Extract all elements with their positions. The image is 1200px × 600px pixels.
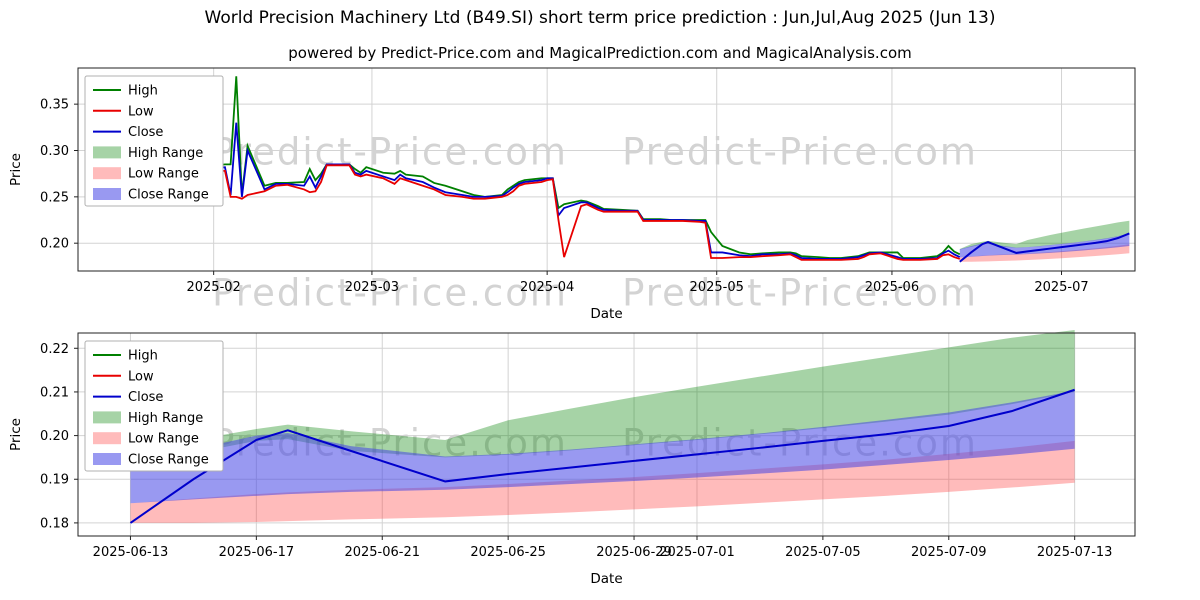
y-axis-label: Price: [8, 418, 24, 451]
y-tick-label: 0.35: [40, 98, 69, 113]
x-tick-label: 2025-06-25: [470, 545, 546, 560]
series-line-close: [202, 122, 961, 260]
x-tick-label: 2025-06-21: [344, 545, 420, 560]
watermark-text: Predict-Price.com: [212, 271, 568, 315]
watermark-text: Predict-Price.com: [622, 271, 978, 315]
x-tick-label: 2025-07-01: [659, 545, 735, 560]
y-tick-label: 0.19: [40, 473, 69, 488]
legend-label-low: Low: [128, 104, 154, 119]
legend-label-high: High: [128, 84, 158, 99]
y-tick-label: 0.20: [40, 429, 69, 444]
legend-label-close: Close: [128, 390, 163, 405]
x-tick-label: 2025-06-17: [219, 545, 295, 560]
y-tick-label: 0.22: [40, 342, 69, 357]
legend-box: [84, 340, 224, 472]
series-line-close-forecast: [959, 232, 1130, 263]
band-close-range: [959, 233, 1130, 258]
x-tick-label: 2025-04: [520, 280, 574, 295]
x-tick-label: 2025-06-13: [93, 545, 169, 560]
legend-label-close-range: Close Range: [128, 453, 209, 468]
x-tick-label: 2025-07-09: [911, 545, 987, 560]
y-tick-label: 0.30: [40, 144, 69, 159]
y-tick-label: 0.25: [40, 190, 69, 205]
legend-swatch-low-range: [93, 167, 121, 180]
legend-swatch-low-range: [93, 432, 121, 445]
y-tick-label: 0.18: [40, 516, 69, 531]
legend-label-high-range: High Range: [128, 411, 203, 426]
plot-border: [77, 67, 1136, 272]
watermark-text: Predict-Price.com: [212, 130, 568, 174]
x-tick-label: 2025-07-05: [785, 545, 861, 560]
watermark-text: Predict-Price.com: [622, 130, 978, 174]
price-prediction-chart: 2025-06-13 2025-06-17 2025-06-21 2025-06-25…: [8, 329, 1136, 587]
price-history-chart: 2025-02 2025-03 2025-04 2025-05 2025-06 2025-…: [8, 67, 1136, 322]
y-tick-label: 0.21: [40, 385, 69, 400]
legend-label-close-range: Close Range: [128, 188, 209, 203]
x-tick-label: 2025-05: [690, 280, 744, 295]
x-tick-label: 2025-06: [865, 280, 919, 295]
x-tick-label: 2025-06-29: [596, 545, 672, 560]
legend-box: [84, 75, 224, 207]
legend-swatch-high-range: [93, 146, 121, 159]
legend-label-low-range: Low Range: [128, 432, 199, 447]
y-tick-label: 0.20: [40, 237, 69, 252]
legend-label-close: Close: [128, 125, 163, 140]
legend-swatch-high-range: [93, 411, 121, 424]
legend-label-low: Low: [128, 369, 154, 384]
band-close-range: [130, 390, 1075, 504]
page-subtitle: powered by Predict-Price.com and Magical…: [288, 44, 912, 62]
band-high-range: [959, 220, 1130, 250]
page-title: World Precision Machinery Ltd (B49.SI) s…: [204, 8, 996, 28]
x-tick-label: 2025-07: [1034, 280, 1088, 295]
legend-swatch-close-range: [93, 188, 121, 200]
legend-label-high: High: [128, 349, 158, 364]
series-line-close-forecast: [129, 388, 1075, 524]
x-tick-label: 2025-07-13: [1037, 545, 1113, 560]
band-high-range: [130, 329, 1075, 467]
plot-border: [77, 332, 1136, 537]
series-line-high: [202, 76, 961, 259]
legend-label-low-range: Low Range: [128, 167, 199, 182]
y-axis-label: Price: [8, 153, 24, 186]
series-line-low: [202, 164, 961, 261]
x-axis-label: Date: [590, 306, 622, 322]
legend-swatch-close-range: [93, 453, 121, 465]
x-tick-label: 2025-02: [186, 280, 240, 295]
legend-label-high-range: High Range: [128, 146, 203, 161]
x-tick-label: 2025-03: [345, 280, 399, 295]
x-axis-label: Date: [590, 571, 622, 587]
